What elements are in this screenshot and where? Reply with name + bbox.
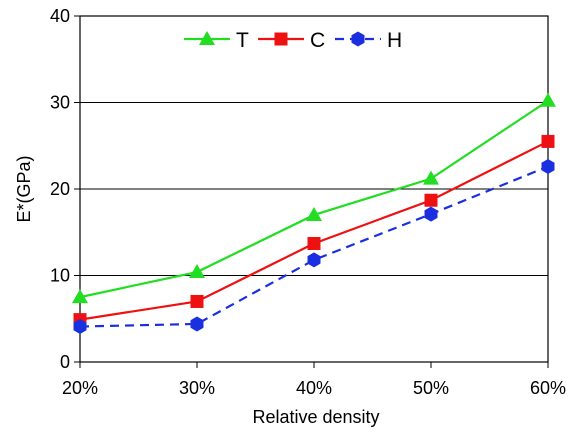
legend-item-T: T [184, 29, 249, 52]
data-point-H [190, 316, 204, 332]
y-tick-label: 40 [50, 6, 70, 26]
data-point-T [540, 92, 556, 107]
y-axis: 0 10 20 30 40 [50, 6, 80, 372]
legend-marker-H [351, 31, 365, 47]
data-point-H [424, 206, 438, 222]
data-point-T [423, 170, 439, 185]
y-tick-label: 20 [50, 179, 70, 199]
y-tick-label: 10 [50, 266, 70, 286]
x-tick-label: 30% [179, 378, 215, 398]
legend-label-C: C [310, 29, 325, 52]
data-point-C [190, 294, 204, 308]
legend-label-H: H [387, 29, 402, 52]
x-tick-label: 20% [62, 378, 98, 398]
x-tick-label: 50% [413, 378, 449, 398]
y-tick-label: 30 [50, 93, 70, 113]
x-axis-label: Relative density [252, 407, 379, 427]
x-tick-label: 60% [530, 378, 566, 398]
legend-item-C: C [258, 29, 325, 52]
data-point-H [541, 159, 555, 175]
y-axis-label: E*(GPa) [14, 155, 34, 222]
data-point-C [424, 193, 438, 207]
data-point-T [189, 264, 205, 279]
series-line-H [79, 165, 549, 328]
legend-marker-C [274, 32, 288, 46]
data-point-C [541, 134, 555, 148]
legend-label-T: T [236, 29, 249, 52]
series-T [72, 92, 556, 304]
data-point-T [72, 289, 88, 304]
series-H [73, 159, 555, 335]
series-layer [72, 92, 556, 335]
x-axis: 20% 30% 40% 50% 60% [62, 362, 566, 398]
data-point-H [307, 252, 321, 268]
legend-item-H: H [335, 29, 402, 52]
grid-lines [80, 102, 548, 276]
data-point-T [306, 206, 322, 221]
data-point-H [73, 319, 87, 335]
x-tick-label: 40% [296, 378, 332, 398]
data-point-C [307, 236, 321, 250]
legend-marker-T [199, 31, 215, 45]
y-tick-label: 0 [60, 352, 70, 372]
